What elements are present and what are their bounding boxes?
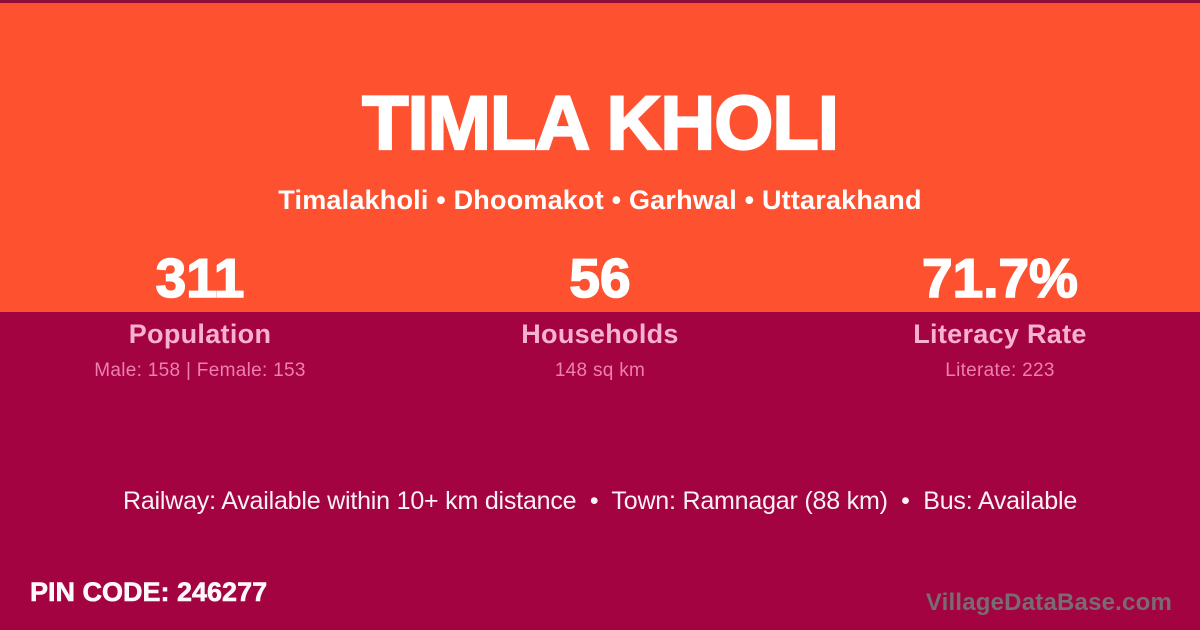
population-label: Population — [128, 319, 272, 349]
top-section-background — [0, 0, 1200, 312]
village-title: TIMLA KHOLI — [361, 81, 840, 166]
stats-row: 311 Population Male: 158 | Female: 153 5… — [0, 246, 1200, 383]
literacy-value: 71.7% — [921, 246, 1079, 310]
stat-literacy-rate: 71.7% Literacy Rate Literate: 223 — [800, 246, 1200, 383]
population-detail: Male: 158 | Female: 153 — [94, 360, 306, 381]
stat-population: 311 Population Male: 158 | Female: 153 — [0, 246, 400, 383]
population-value: 311 — [155, 246, 245, 310]
stat-households: 56 Households 148 sq km — [400, 246, 800, 383]
literacy-label: Literacy Rate — [913, 319, 1087, 349]
households-label: Households — [521, 319, 679, 349]
pin-code-text: PIN CODE: 246277 — [30, 577, 268, 608]
site-watermark: VillageDataBase.com — [925, 589, 1172, 616]
location-breadcrumb: Timalakholi • Dhoomakot • Garhwal • Utta… — [278, 185, 922, 215]
bottom-section-background — [0, 312, 1200, 630]
households-value: 56 — [569, 246, 632, 310]
top-accent-strip — [0, 0, 1200, 3]
literacy-detail: Literate: 223 — [945, 360, 1055, 381]
households-detail: 148 sq km — [554, 360, 646, 381]
transport-info-line: Railway: Available within 10+ km distanc… — [122, 487, 1078, 515]
